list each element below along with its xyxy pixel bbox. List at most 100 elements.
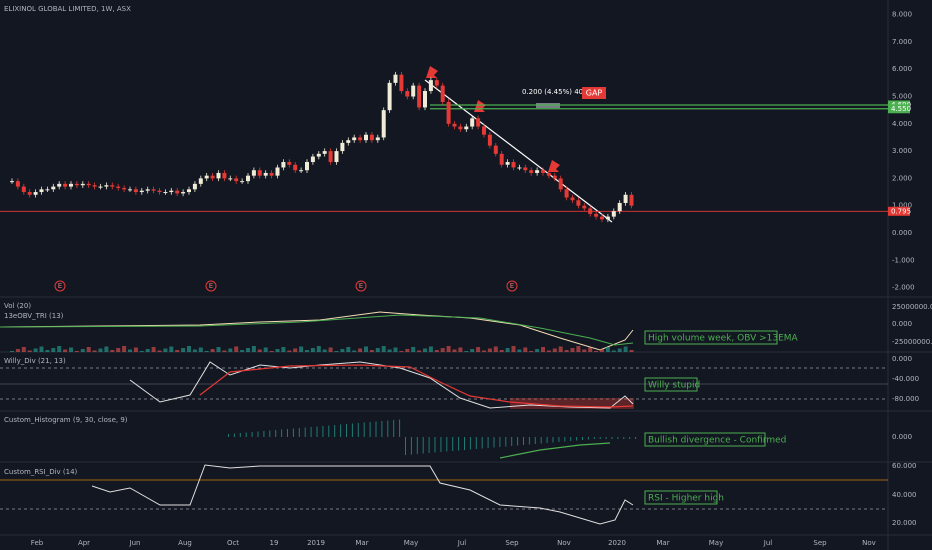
candle bbox=[192, 183, 197, 190]
volume-bar bbox=[611, 350, 616, 352]
candle bbox=[417, 85, 422, 108]
candle bbox=[234, 178, 239, 182]
candle bbox=[92, 185, 97, 187]
price-tag: 0.795 bbox=[891, 207, 911, 215]
volume-bar bbox=[428, 346, 433, 352]
time-axis-label: Apr bbox=[78, 539, 90, 547]
volume-bar bbox=[452, 349, 457, 352]
candle bbox=[98, 186, 103, 188]
histogram-bar bbox=[263, 431, 265, 437]
time-axis-label: Mar bbox=[355, 539, 368, 547]
histogram-bar bbox=[576, 437, 578, 441]
note-boxes bbox=[644, 330, 778, 505]
histogram-bar bbox=[351, 423, 353, 437]
candle bbox=[381, 110, 386, 138]
volume-note: High volume week, OBV >13EMA bbox=[648, 334, 799, 344]
histogram-bar bbox=[534, 437, 536, 444]
time-axis-label: Jul bbox=[763, 539, 773, 547]
candle bbox=[181, 192, 186, 194]
histogram-bar bbox=[505, 437, 507, 447]
panel-title: Vol (20) bbox=[4, 302, 31, 310]
candle bbox=[86, 183, 91, 186]
axis-label: 0.000 bbox=[892, 433, 912, 441]
volume-bar bbox=[582, 349, 587, 352]
candle bbox=[405, 91, 410, 97]
candle bbox=[428, 80, 433, 92]
earnings-label: E bbox=[209, 282, 213, 290]
volume-bar bbox=[169, 346, 174, 352]
histogram-bar bbox=[599, 437, 601, 439]
histogram-bar bbox=[328, 425, 330, 437]
volume-bar bbox=[310, 348, 315, 352]
earnings-label: E bbox=[58, 282, 62, 290]
volume-bar bbox=[198, 347, 203, 352]
volume-bar bbox=[293, 348, 298, 352]
price-tag-bg bbox=[888, 206, 910, 216]
candle bbox=[334, 151, 339, 163]
price-axis-label: -2.000 bbox=[892, 284, 915, 292]
histogram-bar bbox=[346, 424, 347, 437]
volume-bar bbox=[482, 350, 486, 352]
candle bbox=[139, 190, 144, 193]
volume-bar bbox=[181, 348, 186, 352]
histogram-bar bbox=[540, 437, 542, 444]
histogram-bar bbox=[570, 437, 572, 441]
volume-bar bbox=[133, 347, 138, 352]
candle bbox=[246, 175, 250, 182]
volume-bar bbox=[299, 346, 304, 352]
price-tag: 4.550 bbox=[891, 105, 911, 113]
time-axis-label: Feb bbox=[31, 539, 44, 547]
candle bbox=[611, 211, 616, 217]
histogram-bar bbox=[458, 437, 460, 451]
price-axis-label: 4.000 bbox=[892, 120, 912, 128]
volume-bar bbox=[63, 349, 68, 352]
candle bbox=[187, 189, 191, 193]
candle bbox=[204, 175, 209, 179]
volume-bar bbox=[493, 346, 498, 352]
volume-bar bbox=[458, 347, 463, 352]
histogram-bar bbox=[245, 432, 247, 437]
volume-bar bbox=[145, 349, 150, 352]
candle bbox=[588, 208, 593, 214]
volume-bar bbox=[27, 350, 32, 352]
histogram-bar bbox=[511, 437, 513, 446]
candle bbox=[582, 205, 587, 209]
histogram-note: Bullish divergence - Confirmed bbox=[648, 436, 786, 446]
time-axis-label: 2020 bbox=[608, 539, 626, 547]
histogram-bar bbox=[399, 419, 401, 437]
price-axis-label: 7.000 bbox=[892, 38, 912, 46]
time-axis-label: Nov bbox=[557, 539, 571, 547]
candle bbox=[210, 175, 215, 179]
divergence-line bbox=[499, 442, 611, 459]
candle bbox=[352, 137, 357, 141]
candle bbox=[293, 164, 298, 171]
histogram-bars bbox=[228, 419, 637, 455]
histogram-bar bbox=[381, 421, 383, 437]
price-axis-label: -1.000 bbox=[892, 256, 915, 264]
volume-bar bbox=[104, 346, 109, 352]
volume-bar bbox=[405, 349, 410, 352]
candle bbox=[411, 85, 416, 97]
volume-bar bbox=[246, 348, 250, 352]
volume-bar bbox=[157, 350, 162, 352]
volume-bar bbox=[446, 346, 451, 352]
volume-bar bbox=[558, 346, 563, 352]
volume-bar bbox=[570, 348, 575, 352]
willy-note: Willy stupid bbox=[648, 381, 700, 391]
volume-bar bbox=[204, 351, 209, 352]
gap-label: 0.200 (4.45%) 40 bbox=[522, 88, 583, 96]
candle bbox=[281, 162, 286, 168]
histogram-bar bbox=[605, 437, 607, 439]
volume-bar bbox=[417, 350, 422, 352]
volume-bar bbox=[434, 350, 439, 352]
volume-bar bbox=[517, 349, 522, 352]
histogram-bar bbox=[387, 420, 389, 437]
candle bbox=[623, 194, 628, 203]
volume-bar bbox=[116, 348, 121, 352]
volume-bar bbox=[234, 346, 239, 352]
histogram-bar bbox=[452, 437, 454, 451]
histogram-bar bbox=[304, 427, 306, 437]
candle bbox=[322, 151, 327, 154]
candle bbox=[240, 181, 245, 183]
candle bbox=[629, 194, 634, 206]
